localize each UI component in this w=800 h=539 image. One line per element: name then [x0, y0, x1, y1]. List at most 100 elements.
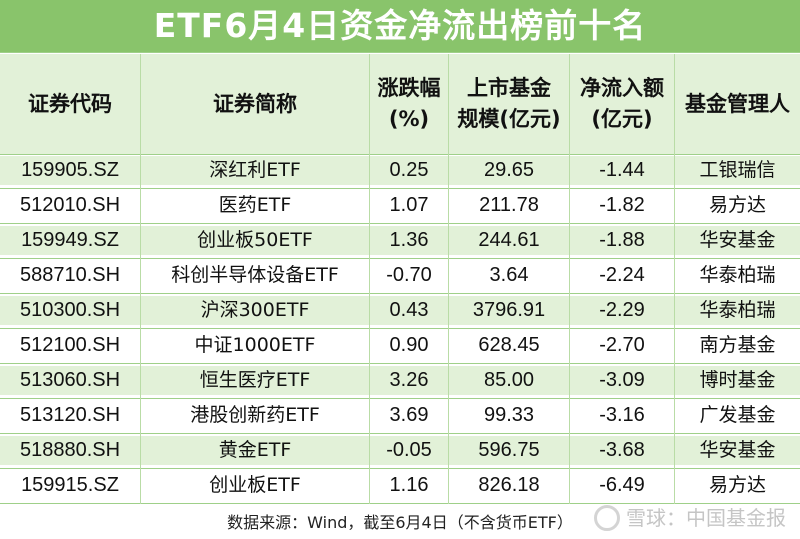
row-divider: [0, 258, 800, 259]
table-row: 159949.SZ 创业板50ETF 1.36 244.61 -1.88 华安基…: [0, 226, 800, 255]
cell-manager: 易方达: [708, 194, 766, 216]
cell-scale: 85.00: [483, 369, 535, 391]
cell-flow: -2.70: [599, 334, 645, 356]
cell-scale: 3796.91: [472, 299, 546, 321]
row-divider: [0, 468, 800, 469]
cell-change: 3.26: [389, 369, 429, 391]
cell-flow: -6.49: [599, 474, 645, 496]
cell-change: 1.07: [389, 194, 429, 216]
header-change-line2: (%): [388, 107, 430, 131]
cell-flow: -1.88: [599, 229, 645, 251]
cell-change: -0.05: [386, 439, 432, 461]
row-divider: [0, 223, 800, 224]
cell-scale: 29.65: [483, 159, 535, 181]
cell-name: 创业板50ETF: [197, 229, 313, 251]
table-row: 159915.SZ 创业板ETF 1.16 826.18 -6.49 易方达: [0, 471, 800, 500]
cell-manager: 华泰柏瑞: [699, 264, 776, 286]
cell-code: 159915.SZ: [21, 474, 119, 496]
header-scale-line2: 规模(亿元): [457, 107, 561, 131]
cell-name: 医药ETF: [218, 194, 292, 216]
watermark-text: 雪球：中国基金报: [626, 506, 786, 530]
cell-flow: -3.16: [599, 404, 645, 426]
table-header: 证券代码 证券简称 涨跌幅 (%) 上市基金 规模(亿元) 净流入额 (亿元) …: [0, 54, 800, 154]
header-name: 证券简称: [141, 54, 369, 154]
cell-code: 518880.SH: [19, 439, 121, 461]
table-row: 512100.SH 中证1000ETF 0.90 628.45 -2.70 南方…: [0, 331, 800, 360]
cell-scale: 99.33: [483, 404, 535, 426]
header-code: 证券代码: [0, 54, 140, 154]
header-code-label: 证券代码: [28, 91, 112, 116]
cell-name: 港股创新药ETF: [190, 404, 320, 426]
table-row: 159905.SZ 深红利ETF 0.25 29.65 -1.44 工银瑞信: [0, 156, 800, 185]
cell-flow: -1.82: [599, 194, 645, 216]
cell-flow: -3.09: [599, 369, 645, 391]
cell-change: 0.43: [389, 299, 429, 321]
table-row: 512010.SH 医药ETF 1.07 211.78 -1.82 易方达: [0, 191, 800, 220]
cell-name: 深红利ETF: [209, 159, 301, 181]
table-row: 513060.SH 恒生医疗ETF 3.26 85.00 -3.09 博时基金: [0, 366, 800, 395]
cell-scale: 3.64: [489, 264, 529, 286]
row-divider: [0, 154, 800, 155]
cell-manager: 工银瑞信: [699, 159, 776, 181]
column-divider: [674, 54, 675, 504]
cell-code: 512010.SH: [19, 194, 121, 216]
row-divider: [0, 293, 800, 294]
row-divider: [0, 363, 800, 364]
header-flow: 净流入额 (亿元): [570, 54, 674, 154]
cell-scale: 244.61: [478, 229, 540, 251]
cell-change: 1.36: [389, 229, 429, 251]
table-row: 513120.SH 港股创新药ETF 3.69 99.33 -3.16 广发基金: [0, 401, 800, 430]
cell-name: 科创半导体设备ETF: [171, 264, 339, 286]
cell-change: 3.69: [389, 404, 429, 426]
row-divider: [0, 433, 800, 434]
cell-flow: -1.44: [599, 159, 645, 181]
source-note: 数据来源：Wind，截至6月4日（不含货币ETF）: [0, 507, 800, 539]
cell-name: 沪深300ETF: [200, 299, 310, 321]
cell-flow: -3.68: [599, 439, 645, 461]
cell-manager: 华安基金: [699, 229, 776, 251]
cell-code: 510300.SH: [19, 299, 121, 321]
table-row: 510300.SH 沪深300ETF 0.43 3796.91 -2.29 华泰…: [0, 296, 800, 325]
cell-code: 513120.SH: [19, 404, 121, 426]
cell-manager: 易方达: [708, 474, 766, 496]
cell-change: 1.16: [389, 474, 429, 496]
row-divider: [0, 503, 800, 504]
table-row: 518880.SH 黄金ETF -0.05 596.75 -3.68 华安基金: [0, 436, 800, 465]
header-scale: 上市基金 规模(亿元): [449, 54, 569, 154]
cell-code: 588710.SH: [19, 264, 121, 286]
cell-scale: 826.18: [478, 474, 540, 496]
cell-change: 0.90: [389, 334, 429, 356]
cell-scale: 596.75: [478, 439, 540, 461]
cell-flow: -2.29: [599, 299, 645, 321]
header-manager: 基金管理人: [675, 54, 800, 154]
header-scale-line1: 上市基金: [467, 76, 551, 100]
cell-name: 中证1000ETF: [194, 334, 316, 356]
header-name-label: 证券简称: [213, 91, 297, 116]
snowball-logo-icon: [594, 505, 620, 531]
cell-manager: 华安基金: [699, 439, 776, 461]
cell-change: -0.70: [386, 264, 432, 286]
cell-manager: 南方基金: [699, 334, 776, 356]
header-flow-line1: 净流入额: [580, 76, 664, 100]
table-row: 588710.SH 科创半导体设备ETF -0.70 3.64 -2.24 华泰…: [0, 261, 800, 290]
header-change: 涨跌幅 (%): [370, 54, 448, 154]
cell-manager: 广发基金: [699, 404, 776, 426]
header-manager-label: 基金管理人: [685, 91, 790, 116]
column-divider: [140, 54, 141, 504]
header-change-line1: 涨跌幅: [377, 76, 441, 100]
page-title: ETF6月4日资金净流出榜前十名: [0, 0, 800, 52]
cell-scale: 628.45: [478, 334, 540, 356]
cell-code: 159949.SZ: [21, 229, 119, 251]
column-divider: [448, 54, 449, 504]
cell-name: 恒生医疗ETF: [199, 369, 311, 391]
cell-manager: 博时基金: [699, 369, 776, 391]
row-divider: [0, 328, 800, 329]
cell-code: 513060.SH: [19, 369, 121, 391]
title-divider: [0, 52, 800, 53]
cell-name: 黄金ETF: [218, 439, 292, 461]
column-divider: [569, 54, 570, 504]
row-divider: [0, 398, 800, 399]
cell-change: 0.25: [389, 159, 429, 181]
cell-code: 512100.SH: [19, 334, 121, 356]
cell-manager: 华泰柏瑞: [699, 299, 776, 321]
